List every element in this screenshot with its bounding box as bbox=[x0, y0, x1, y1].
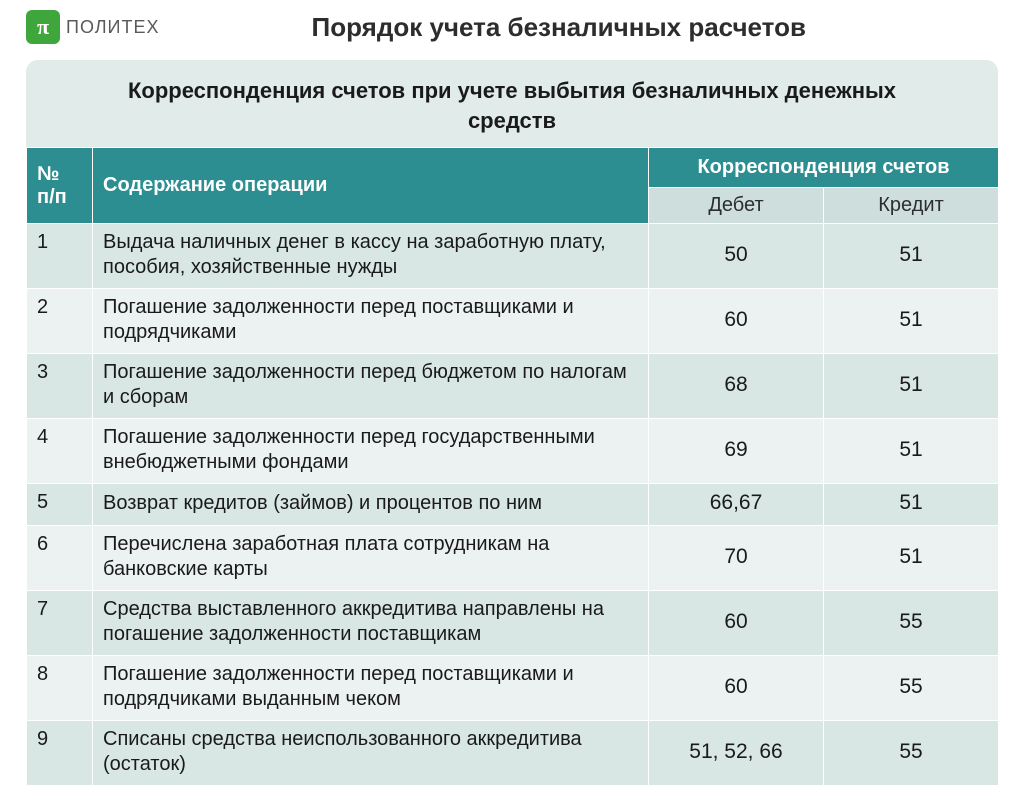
cell-num: 3 bbox=[27, 354, 93, 419]
logo-pi-glyph: π bbox=[37, 14, 49, 40]
cell-credit: 51 bbox=[824, 484, 999, 525]
header-bar: π ПОЛИТЕХ Порядок учета безналичных расч… bbox=[0, 0, 1024, 48]
table-row: 7 Средства выставленного аккредитива нап… bbox=[27, 590, 999, 655]
cell-operation: Возврат кредитов (займов) и процентов по… bbox=[93, 484, 649, 525]
cell-operation: Списаны средства неиспользованного аккре… bbox=[93, 720, 649, 785]
cell-operation: Погашение задолженности перед поставщика… bbox=[93, 289, 649, 354]
cell-debit: 69 bbox=[649, 419, 824, 484]
cell-debit: 66,67 bbox=[649, 484, 824, 525]
cell-operation: Средства выставленного аккредитива напра… bbox=[93, 590, 649, 655]
table-row: 5 Возврат кредитов (займов) и процентов … bbox=[27, 484, 999, 525]
cell-debit: 50 bbox=[649, 224, 824, 289]
table-subtitle: Корреспонденция счетов при учете выбытия… bbox=[26, 60, 998, 147]
accounts-table: № п/п Содержание операции Корреспонденци… bbox=[26, 147, 999, 785]
cell-operation: Погашение задолженности перед бюджетом п… bbox=[93, 354, 649, 419]
table-row: 9 Списаны средства неиспользованного акк… bbox=[27, 720, 999, 785]
cell-num: 4 bbox=[27, 419, 93, 484]
cell-operation: Погашение задолженности перед государств… bbox=[93, 419, 649, 484]
cell-operation: Перечислена заработная плата сотрудникам… bbox=[93, 525, 649, 590]
table-row: 4 Погашение задолженности перед государс… bbox=[27, 419, 999, 484]
page-title: Порядок учета безналичных расчетов bbox=[120, 12, 999, 43]
cell-operation: Выдача наличных денег в кассу на заработ… bbox=[93, 224, 649, 289]
cell-debit: 60 bbox=[649, 289, 824, 354]
cell-num: 2 bbox=[27, 289, 93, 354]
logo-icon: π bbox=[26, 10, 60, 44]
cell-credit: 55 bbox=[824, 590, 999, 655]
cell-debit: 68 bbox=[649, 354, 824, 419]
cell-num: 8 bbox=[27, 655, 93, 720]
table-row: 8 Погашение задолженности перед поставщи… bbox=[27, 655, 999, 720]
col-header-operation: Содержание операции bbox=[93, 148, 649, 224]
cell-credit: 51 bbox=[824, 419, 999, 484]
cell-debit: 60 bbox=[649, 655, 824, 720]
cell-credit: 55 bbox=[824, 655, 999, 720]
cell-debit: 60 bbox=[649, 590, 824, 655]
cell-credit: 51 bbox=[824, 289, 999, 354]
table-row: 3 Погашение задолженности перед бюджетом… bbox=[27, 354, 999, 419]
cell-num: 5 bbox=[27, 484, 93, 525]
cell-credit: 51 bbox=[824, 525, 999, 590]
table-row: 6 Перечислена заработная плата сотрудник… bbox=[27, 525, 999, 590]
content-area: Корреспонденция счетов при учете выбытия… bbox=[0, 48, 1024, 786]
table-row: 1 Выдача наличных денег в кассу на зараб… bbox=[27, 224, 999, 289]
cell-debit: 51, 52, 66 bbox=[649, 720, 824, 785]
cell-num: 7 bbox=[27, 590, 93, 655]
col-header-credit: Кредит bbox=[824, 188, 999, 224]
col-header-corr: Корреспонденция счетов bbox=[649, 148, 999, 188]
cell-num: 9 bbox=[27, 720, 93, 785]
cell-operation: Погашение задолженности перед поставщика… bbox=[93, 655, 649, 720]
table-row: 2 Погашение задолженности перед поставщи… bbox=[27, 289, 999, 354]
table-header-row: № п/п Содержание операции Корреспонденци… bbox=[27, 148, 999, 188]
col-header-debit: Дебет bbox=[649, 188, 824, 224]
cell-credit: 51 bbox=[824, 354, 999, 419]
cell-credit: 51 bbox=[824, 224, 999, 289]
cell-debit: 70 bbox=[649, 525, 824, 590]
col-header-num: № п/п bbox=[27, 148, 93, 224]
cell-num: 6 bbox=[27, 525, 93, 590]
cell-credit: 55 bbox=[824, 720, 999, 785]
cell-num: 1 bbox=[27, 224, 93, 289]
